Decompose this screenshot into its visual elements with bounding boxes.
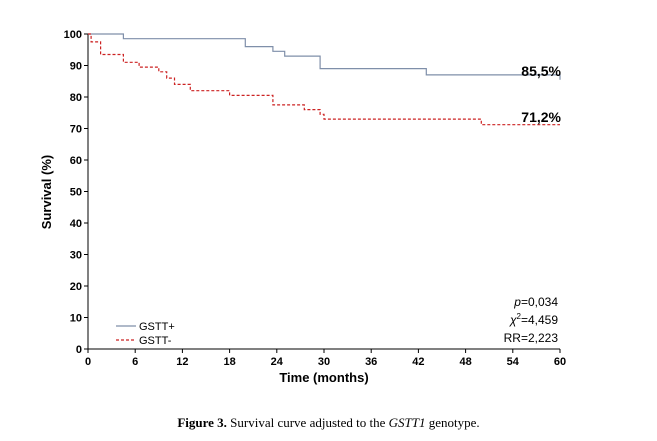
statistics-annotation: p=0,034 χ2=4,459 RR=2,223 (504, 295, 559, 345)
x-tick-label: 42 (412, 356, 424, 368)
y-tick-label: 60 (70, 155, 82, 167)
y-tick-label: 70 (70, 124, 82, 136)
figure-caption: Figure 3. Survival curve adjusted to the… (0, 415, 657, 431)
y-tick-label: 80 (70, 92, 82, 104)
survival-curve-gstt-negative (88, 33, 560, 126)
relative-risk-value: RR=2,223 (504, 331, 559, 345)
y-tick-label: 20 (70, 281, 82, 293)
y-tick-label: 90 (70, 61, 82, 73)
x-tick-label: 36 (365, 356, 377, 368)
figure-caption-label: Figure 3. (177, 415, 227, 430)
figure-caption-gene: GSTT1 (388, 415, 426, 430)
survival-curve-gstt-positive (88, 33, 561, 80)
axes: 0 10 20 30 40 50 60 70 80 90 100 0 6 12 18 24 30 36 42 48 54… (64, 29, 566, 368)
x-tick-label: 30 (318, 356, 330, 368)
gstt-negative-end-label: 71,2% (521, 109, 561, 125)
p-value: p=0,034 (513, 295, 558, 309)
x-axis-title: Time (months) (279, 370, 368, 385)
figure-caption-text-after: genotype. (425, 415, 480, 430)
survival-chart: 0 10 20 30 40 50 60 70 80 90 100 0 6 12 18 24 30 36 42 48 54… (39, 29, 566, 385)
y-axis-title: Survival (%) (39, 155, 54, 229)
x-tick-label: 24 (271, 356, 284, 368)
x-tick-label: 60 (554, 356, 566, 368)
legend-label-gstt-negative: GSTT- (139, 335, 172, 347)
x-tick-label: 6 (132, 356, 138, 368)
y-tick-label: 10 (70, 313, 82, 325)
y-tick-label: 30 (70, 250, 82, 262)
y-tick-label: 0 (76, 344, 82, 356)
x-tick-label: 0 (85, 356, 91, 368)
y-tick-label: 40 (70, 218, 82, 230)
y-tick-label: 100 (64, 29, 82, 41)
chi-square-value: χ2=4,459 (509, 312, 558, 327)
legend-label-gstt-positive: GSTT+ (139, 321, 175, 333)
gstt-positive-end-label: 85,5% (521, 63, 561, 79)
x-tick-label: 12 (176, 356, 188, 368)
y-tick-label: 50 (70, 187, 82, 199)
x-tick-label: 54 (507, 356, 520, 368)
x-tick-label: 48 (459, 356, 471, 368)
legend: GSTT+ GSTT- (116, 321, 175, 347)
figure-caption-text-before: Survival curve adjusted to the (226, 415, 389, 430)
series-layer (88, 33, 561, 126)
x-tick-label: 18 (223, 356, 235, 368)
